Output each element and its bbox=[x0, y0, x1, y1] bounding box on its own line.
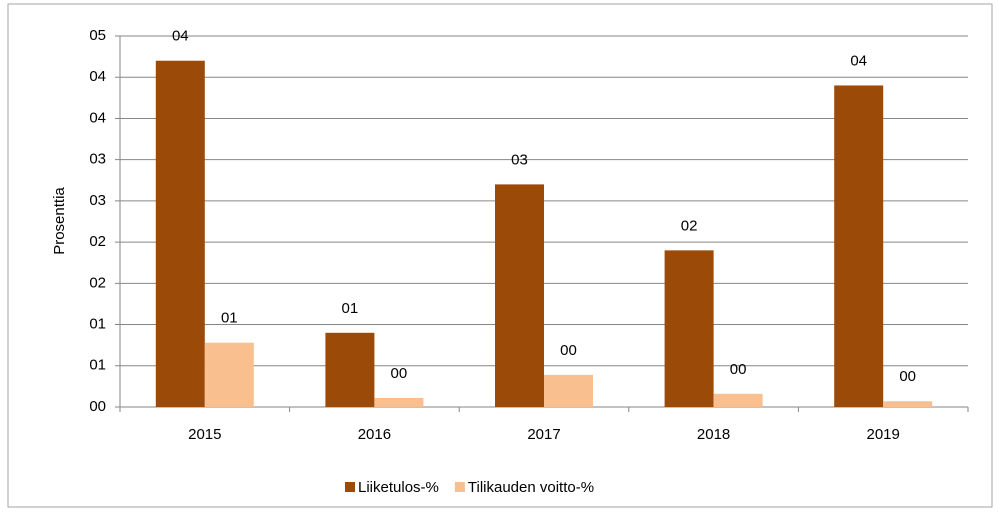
bar bbox=[204, 342, 254, 407]
legend-label: Tilikauden voitto-% bbox=[468, 479, 594, 496]
bar bbox=[544, 374, 593, 407]
legend-swatch bbox=[345, 482, 355, 492]
bar bbox=[495, 184, 544, 407]
legend-swatch bbox=[454, 482, 465, 492]
bar bbox=[664, 250, 714, 407]
y-tick-label: 01 bbox=[89, 357, 106, 374]
y-axis-label: Prosenttia bbox=[51, 187, 68, 255]
value-label: 00 bbox=[560, 342, 577, 359]
legend-label: Liiketulos-% bbox=[358, 479, 439, 496]
x-tick-label: 2015 bbox=[188, 426, 221, 443]
value-label: 04 bbox=[850, 52, 867, 69]
x-tick-label: 2016 bbox=[358, 426, 391, 443]
bar bbox=[883, 401, 933, 407]
value-label: 01 bbox=[221, 310, 238, 327]
y-tick-label: 05 bbox=[89, 27, 106, 44]
y-tick-label: 03 bbox=[89, 151, 106, 168]
y-tick-label: 01 bbox=[89, 316, 106, 333]
y-tick-label: 02 bbox=[89, 274, 106, 291]
value-label: 00 bbox=[391, 365, 408, 382]
x-tick-label: 2017 bbox=[527, 426, 560, 443]
value-label: 00 bbox=[730, 361, 747, 378]
bar bbox=[155, 60, 205, 407]
bar bbox=[325, 332, 375, 407]
y-tick-label: 03 bbox=[89, 192, 106, 209]
value-label: 03 bbox=[511, 151, 528, 168]
bar bbox=[713, 393, 763, 407]
value-label: 01 bbox=[342, 300, 359, 317]
y-tick-label: 00 bbox=[89, 398, 106, 415]
y-tick-label: 04 bbox=[89, 109, 106, 126]
y-tick-label: 04 bbox=[89, 68, 106, 85]
x-tick-label: 2018 bbox=[697, 426, 730, 443]
value-label: 04 bbox=[172, 28, 189, 45]
x-tick-label: 2019 bbox=[867, 426, 900, 443]
y-tick-label: 02 bbox=[89, 233, 106, 250]
bar bbox=[834, 85, 884, 407]
value-label: 02 bbox=[681, 217, 698, 234]
bar bbox=[374, 397, 424, 407]
value-label: 00 bbox=[899, 368, 916, 385]
